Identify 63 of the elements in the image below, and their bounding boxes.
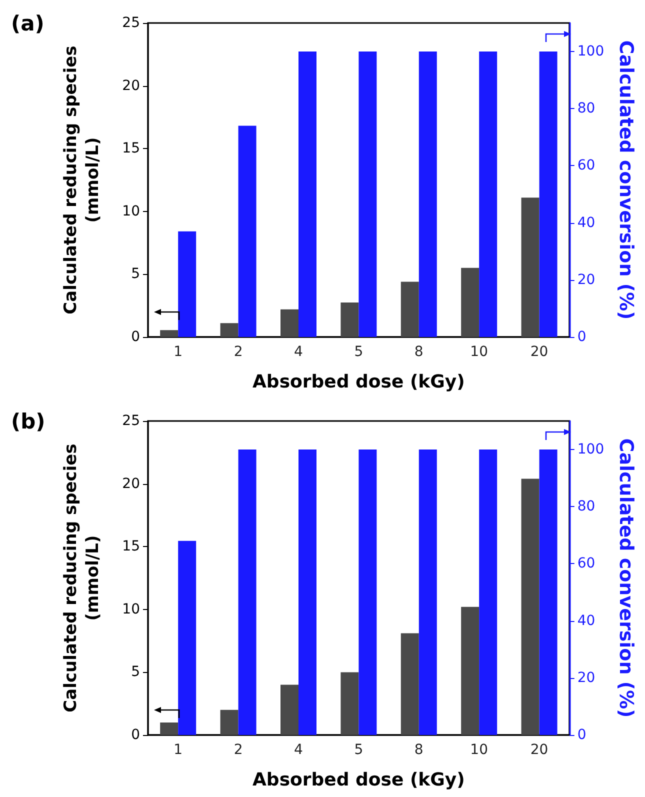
bar (400, 282, 419, 337)
y2-tick-label: 60 (577, 556, 596, 572)
y-axis-title: Calculated reducing species (mmol/L) (61, 444, 103, 712)
x-tick-label: 8 (414, 344, 424, 360)
bar (340, 672, 359, 735)
x-tick-label: 4 (294, 742, 304, 758)
bar (539, 52, 558, 337)
x-tick-label: 20 (530, 344, 548, 360)
bar (340, 302, 359, 337)
y2-tick-label: 40 (577, 214, 596, 231)
y2-tick-label: 80 (577, 100, 596, 117)
y2-axis-title: Calculated conversion (%) (615, 40, 637, 320)
x-tick-label: 1 (174, 742, 183, 758)
chart-title: (b) (11, 410, 46, 434)
y-tick-label: 10 (122, 203, 140, 220)
x-axis-title: Absorbed dose (kGy) (252, 770, 465, 790)
x-tick-label: 8 (414, 742, 424, 758)
bar (479, 52, 498, 337)
bar (418, 52, 437, 337)
x-tick-label: 2 (234, 344, 243, 360)
y-tick-label: 20 (122, 78, 140, 94)
bar (298, 52, 316, 337)
y-tick-label: 20 (122, 476, 140, 492)
y2-axis-title: Calculated conversion (%) (615, 438, 637, 718)
y2-tick-label: 0 (577, 727, 586, 743)
bar (178, 231, 196, 337)
y-tick-label: 25 (122, 15, 140, 31)
chart-title: (a) (11, 12, 44, 36)
y2-tick-label: 100 (577, 44, 604, 60)
bar (280, 309, 298, 337)
y2-tick-label: 40 (577, 612, 596, 629)
y-tick-label: 15 (122, 538, 140, 555)
bar (280, 684, 298, 735)
bar (220, 710, 238, 735)
x-tick-label: 4 (294, 344, 304, 360)
x-tick-label: 5 (354, 344, 364, 360)
y-axis-title: Calculated reducing species (mmol/L) (61, 46, 103, 314)
bar (160, 722, 178, 735)
bar (238, 126, 256, 337)
y-tick-label: 5 (131, 664, 140, 680)
y2-tick-label: 20 (577, 272, 596, 288)
y2-tick-label: 20 (577, 670, 596, 686)
x-tick-label: 2 (234, 742, 243, 758)
x-axis-title: Absorbed dose (kGy) (252, 372, 465, 392)
bar (461, 268, 480, 337)
y-tick-label: 0 (131, 329, 140, 345)
y-tick-label: 10 (122, 601, 140, 618)
y-tick-label: 5 (131, 266, 140, 282)
x-tick-label: 10 (470, 742, 488, 758)
y2-tick-label: 80 (577, 498, 596, 515)
bar (160, 330, 178, 337)
y-tick-label: 25 (122, 413, 140, 429)
y2-tick-label: 60 (577, 158, 596, 174)
x-tick-label: 5 (354, 742, 364, 758)
x-tick-label: 1 (174, 344, 183, 360)
y-tick-label: 15 (122, 140, 140, 157)
y2-tick-label: 0 (577, 329, 586, 345)
y2-tick-label: 100 (577, 442, 604, 458)
x-tick-label: 20 (530, 742, 548, 758)
bar (358, 52, 377, 337)
x-tick-label: 10 (470, 344, 488, 360)
bar (220, 323, 238, 337)
y-tick-label: 0 (131, 727, 140, 743)
